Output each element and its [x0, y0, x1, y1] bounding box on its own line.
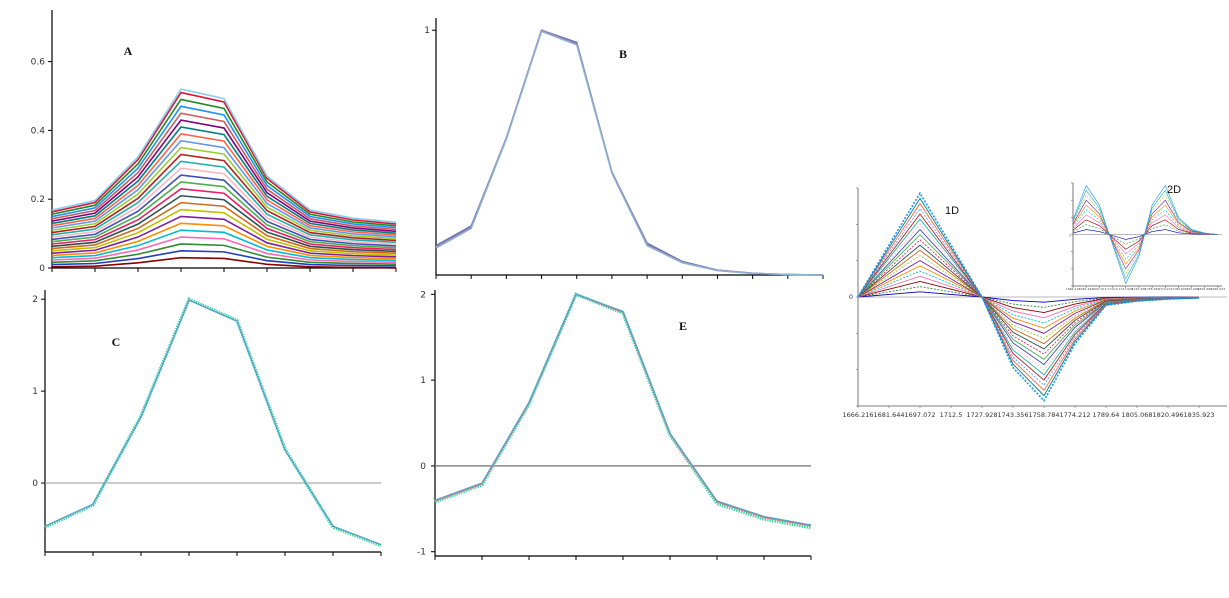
series-line	[51, 112, 397, 231]
series-line	[1072, 209, 1219, 260]
x-tick-label: 1743.356	[997, 411, 1028, 419]
series-line	[51, 167, 397, 245]
y-tick-label: 1	[424, 26, 430, 36]
x-tick-label: 1758.784	[1028, 411, 1059, 419]
y-tick-label: 0.2	[31, 195, 45, 205]
x-tick-label: 1820.496	[1152, 411, 1183, 419]
chart-panel-c: 0 1 2 C	[32, 290, 382, 556]
series-line	[51, 236, 397, 264]
series-line	[435, 30, 824, 276]
series-line	[1072, 184, 1219, 285]
y-tick-label: 1	[420, 376, 426, 386]
y-tick-label: 0	[32, 479, 38, 489]
x-tick-label: 1774.212	[1158, 287, 1172, 291]
series-line	[51, 139, 397, 238]
x-tick-label: 1712.5	[940, 411, 963, 419]
series-line	[51, 215, 397, 258]
series-line	[51, 222, 397, 260]
x-tick-label: 1805.068	[1184, 287, 1198, 291]
x-tick-label: 1697.072	[1092, 287, 1106, 291]
x-tick-label: 1681.644	[873, 411, 904, 419]
series-line	[51, 153, 397, 242]
x-tick-label: 1743.356	[1132, 287, 1146, 291]
series-line	[51, 126, 397, 234]
chart-panel-a: 0 0.2 0.4 0.6 A	[31, 10, 397, 274]
series-line	[434, 293, 812, 527]
panel-label: 1D	[945, 205, 959, 217]
series-line	[51, 146, 397, 240]
series-line	[51, 160, 397, 244]
panel-label: E	[679, 319, 687, 333]
x-tick-label: 1666.216	[1066, 287, 1080, 291]
series-line	[44, 297, 382, 548]
chart-panel-b: 1B	[424, 18, 824, 279]
y-tick-label: 2	[32, 295, 38, 305]
x-tick-label: 1727.928	[1119, 287, 1133, 291]
x-tick-label: 1758.784	[1145, 287, 1159, 291]
series-line	[51, 194, 397, 253]
y-tick-label: 2	[420, 290, 426, 300]
x-tick-label: 1727.928	[966, 411, 997, 419]
series-line	[51, 88, 397, 224]
x-tick-label: 1820.496	[1198, 287, 1212, 291]
x-tick-label: 1666.216	[842, 411, 873, 419]
series-line	[434, 293, 812, 526]
series-line	[435, 29, 824, 276]
series-line	[44, 299, 382, 546]
x-tick-label: 1805.068	[1121, 411, 1152, 419]
series-line	[51, 91, 397, 225]
series-line	[51, 201, 397, 255]
panel-label: C	[112, 335, 121, 349]
y-tick-label: -1	[417, 548, 426, 558]
x-tick-label: 1789.64	[1172, 287, 1184, 291]
series-line	[51, 174, 397, 247]
panel-label: B	[619, 47, 627, 61]
x-tick-label: 1712.5	[1107, 287, 1118, 291]
x-tick-label: 1774.212	[1059, 411, 1090, 419]
series-line	[435, 29, 824, 276]
series-line	[51, 181, 397, 249]
y-tick-label: 0.4	[31, 126, 46, 136]
y-tick-label: 0.6	[31, 58, 46, 68]
y-tick-label: 0	[849, 293, 853, 301]
series-line	[51, 105, 397, 229]
series-line	[51, 256, 397, 269]
series-line	[857, 223, 1200, 371]
y-tick-label: 0	[39, 264, 45, 274]
x-tick-label: 1681.644	[1079, 287, 1093, 291]
series-line	[434, 292, 812, 530]
series-line	[857, 191, 1200, 403]
x-tick-label: 1835.923	[1211, 287, 1225, 291]
x-tick-label: 1697.072	[904, 411, 935, 419]
series-line	[51, 188, 397, 251]
x-tick-label: 1789.64	[1093, 411, 1120, 419]
series-line	[51, 119, 397, 233]
x-tick-label: 1835.923	[1183, 411, 1214, 419]
series-line	[51, 208, 397, 256]
series-line	[51, 243, 397, 265]
y-tick-label: 1	[32, 387, 38, 397]
panel-label: 2D	[1167, 184, 1181, 196]
series-line	[51, 229, 397, 262]
chart-panel-e: 2 1 0 -1 E	[417, 290, 812, 560]
series-line	[51, 98, 397, 227]
y-tick-label: 0	[420, 462, 426, 472]
panel-label: A	[124, 44, 133, 58]
series-line	[51, 132, 397, 236]
series-line	[51, 249, 397, 267]
series-line	[857, 207, 1200, 386]
y-tick-label: 0	[1069, 234, 1071, 238]
